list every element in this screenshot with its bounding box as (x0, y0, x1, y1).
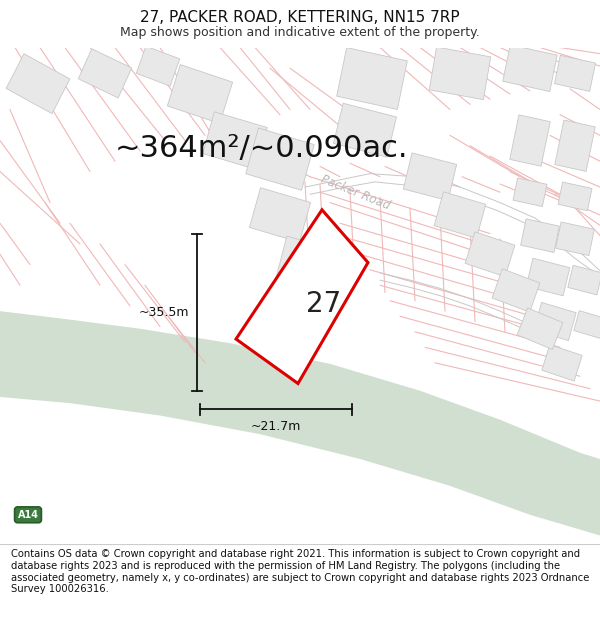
Polygon shape (0, 311, 600, 536)
Bar (250, 188, 311, 242)
Text: ~35.5m: ~35.5m (139, 306, 189, 319)
Bar (555, 120, 595, 171)
Bar (556, 222, 595, 256)
Text: 27: 27 (307, 290, 341, 318)
Bar (429, 47, 491, 99)
Bar (403, 153, 457, 201)
Bar (574, 311, 600, 339)
Bar (136, 46, 180, 86)
Text: Map shows position and indicative extent of the property.: Map shows position and indicative extent… (120, 26, 480, 39)
Bar (517, 308, 563, 349)
Bar (526, 258, 570, 296)
Bar (167, 64, 233, 124)
Bar (492, 269, 540, 312)
Bar (568, 266, 600, 295)
Text: Packer Road: Packer Road (319, 173, 392, 212)
Bar (554, 56, 596, 91)
Bar (434, 192, 486, 238)
Bar (558, 182, 592, 211)
Bar (503, 45, 557, 91)
Bar (275, 236, 345, 297)
Bar (534, 302, 576, 341)
Bar (513, 178, 547, 207)
Bar (6, 54, 70, 114)
Polygon shape (236, 210, 368, 384)
Bar (78, 49, 132, 98)
Text: A14: A14 (17, 510, 38, 520)
Text: 27, PACKER ROAD, KETTERING, NN15 7RP: 27, PACKER ROAD, KETTERING, NN15 7RP (140, 11, 460, 26)
Bar (465, 232, 515, 277)
Bar (542, 344, 582, 381)
Text: Contains OS data © Crown copyright and database right 2021. This information is : Contains OS data © Crown copyright and d… (11, 549, 589, 594)
Text: ~364m²/~0.090ac.: ~364m²/~0.090ac. (115, 134, 409, 163)
Text: ~21.7m: ~21.7m (251, 420, 301, 432)
Bar (246, 128, 314, 190)
Bar (521, 219, 559, 253)
Bar (334, 103, 397, 157)
Bar (510, 115, 550, 166)
Bar (337, 48, 407, 109)
Bar (203, 112, 267, 169)
